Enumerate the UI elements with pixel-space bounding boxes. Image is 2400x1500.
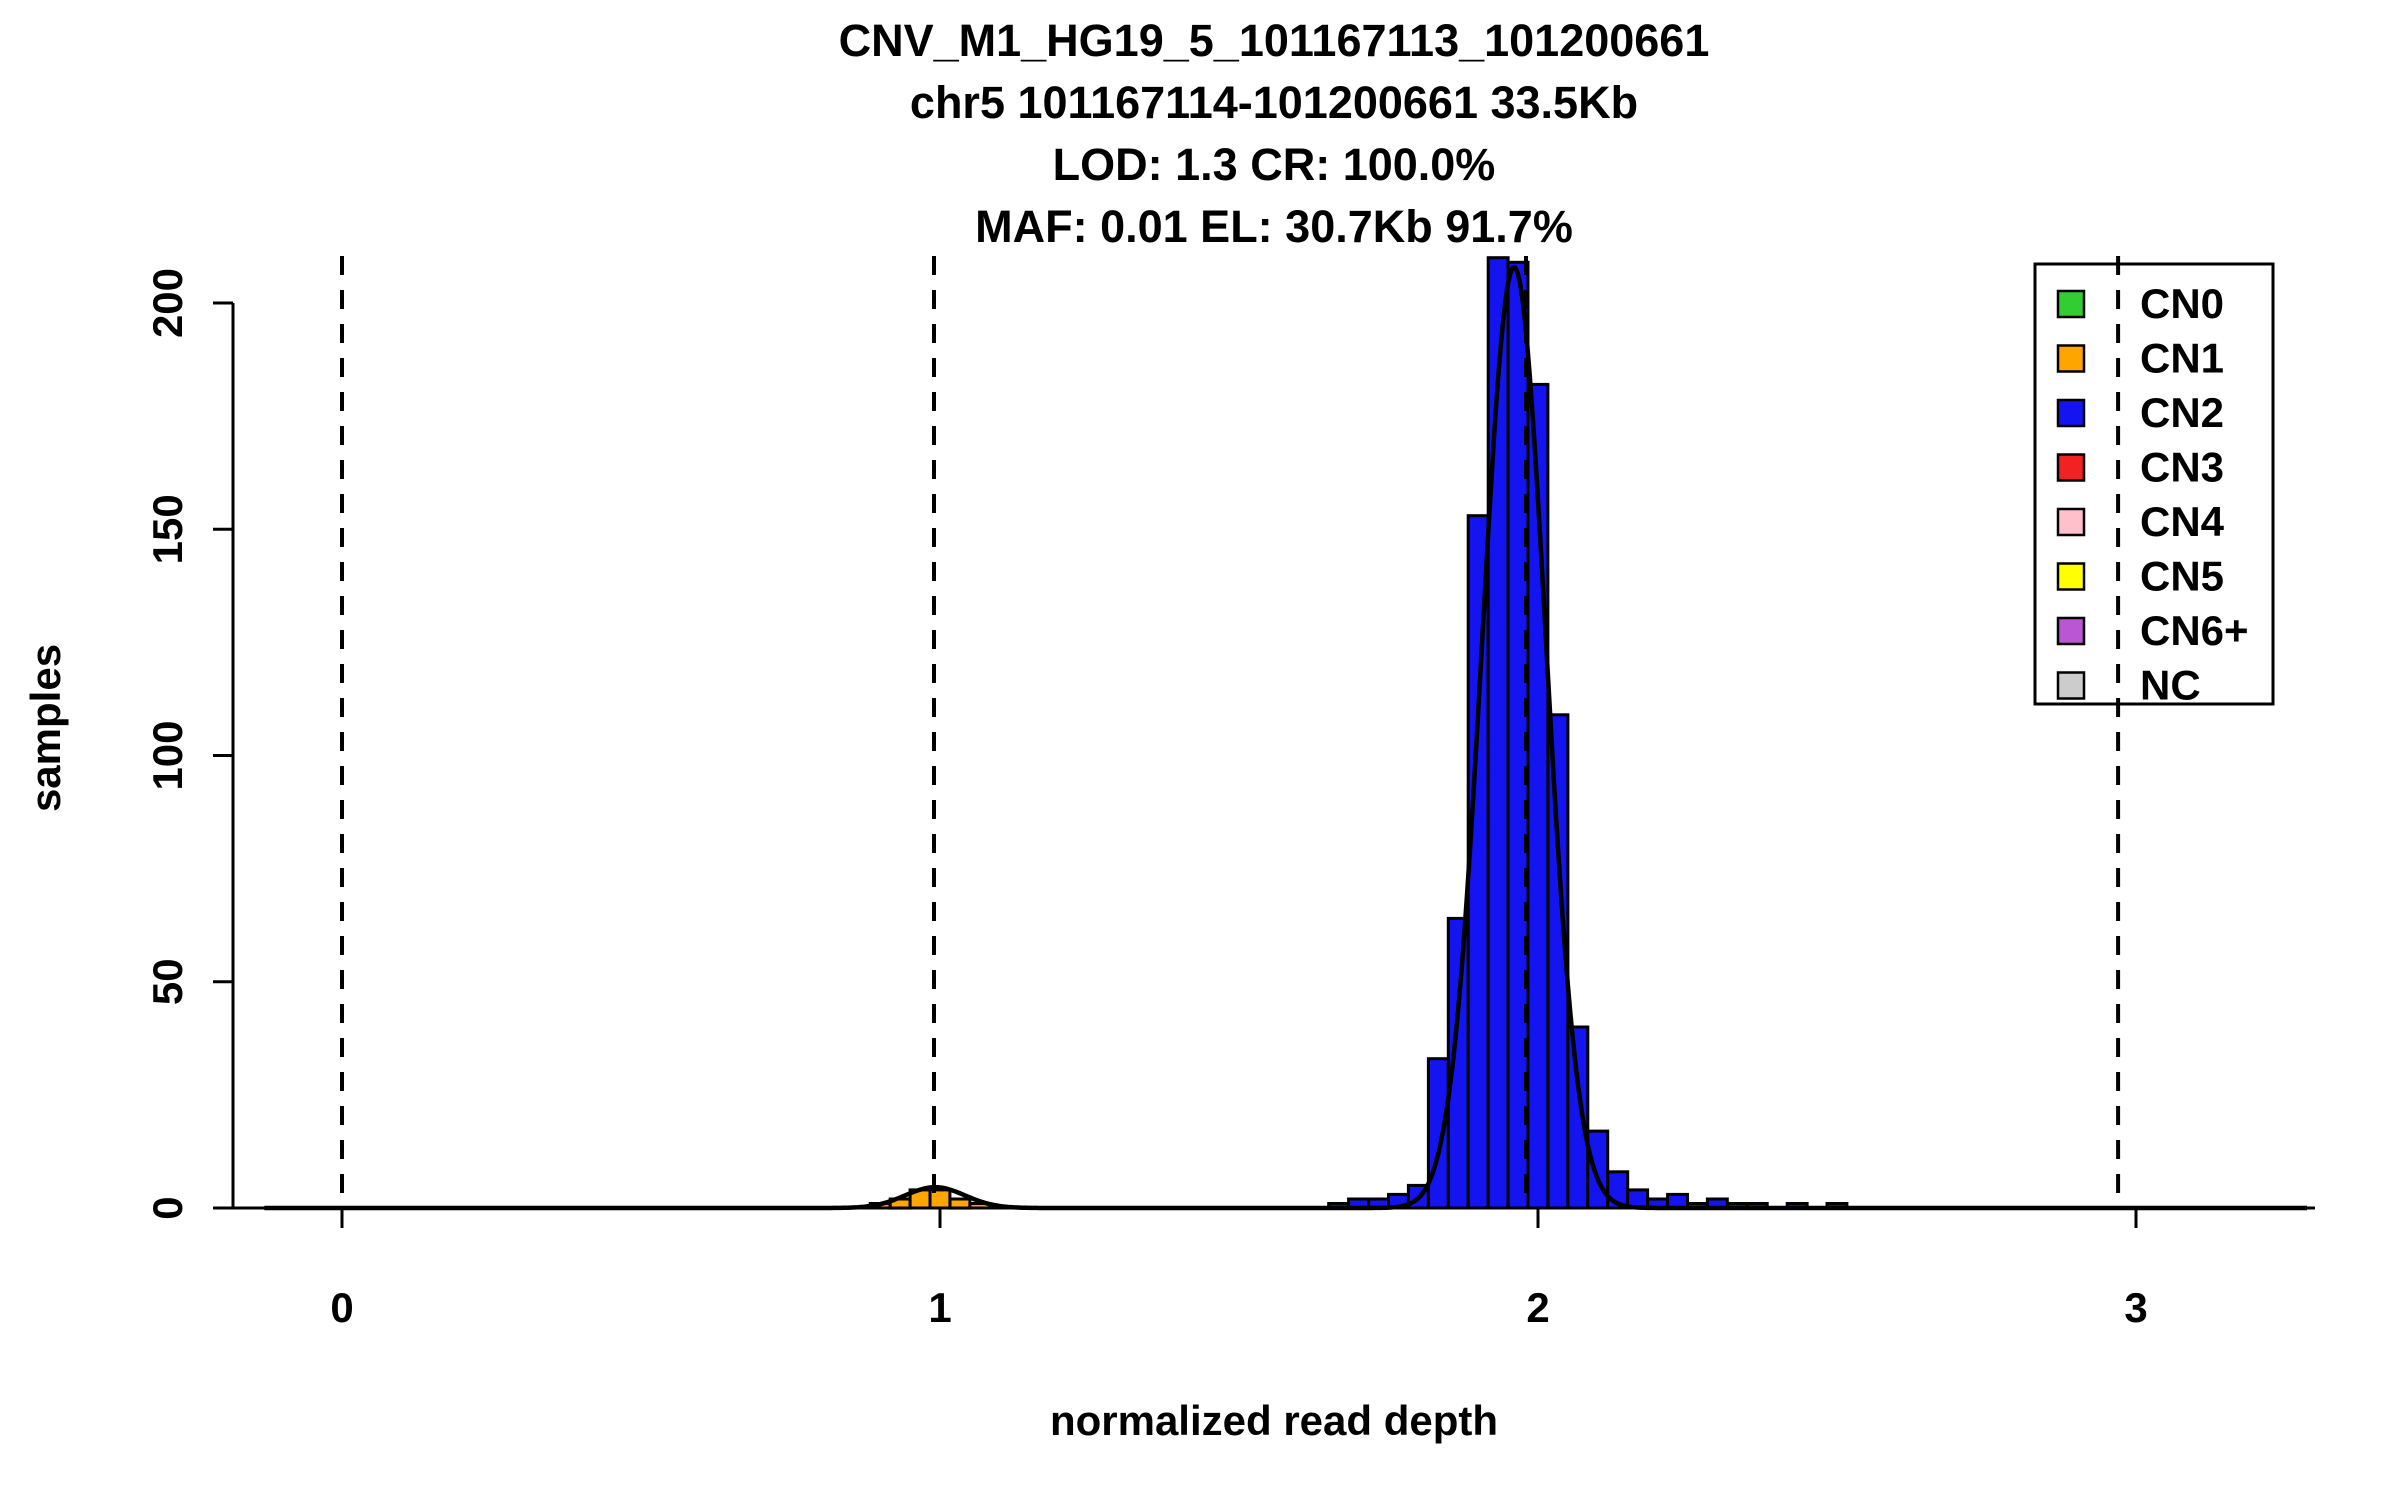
legend-swatch-CN6+ (2056, 616, 2086, 646)
legend-label-NC: NC (2140, 662, 2201, 709)
x-axis-title: normalized read depth (1049, 1397, 1499, 1444)
x-tick-label: 1 (928, 1284, 951, 1331)
y-axis-title: samples (22, 643, 69, 813)
title-line-1: CNV_M1_HG19_5_101167113_101200661 (838, 15, 1710, 66)
legend-swatch-CN0 (2056, 289, 2086, 319)
y-tick-label: 150 (144, 494, 191, 564)
y-tick-label: 100 (144, 720, 191, 790)
y-tick-label: 0 (144, 1196, 191, 1219)
legend-label-CN1: CN1 (2140, 335, 2224, 382)
title-line-3: LOD: 1.3 CR: 100.0% (1052, 139, 1496, 190)
hist-bar-CN2 (1426, 1057, 1450, 1210)
legend-swatch-NC (2056, 671, 2086, 700)
legend-swatch-CN4 (2056, 507, 2086, 537)
legend-swatch-CN2 (2056, 398, 2086, 428)
density-curve (264, 265, 2307, 1211)
title-line-2: chr5 101167114-101200661 33.5Kb (909, 77, 1639, 128)
y-tick-label: 200 (144, 268, 191, 338)
legend-label-CN4: CN4 (2140, 498, 2225, 545)
legend-label-CN6+: CN6+ (2140, 607, 2249, 654)
x-tick-label: 0 (330, 1284, 353, 1331)
legend-swatch-CN1 (2056, 344, 2086, 373)
legend-label-CN5: CN5 (2140, 553, 2224, 600)
x-tick-label: 2 (1526, 1284, 1549, 1331)
plot-title-block: CNV_M1_HG19_5_101167113_101200661 chr5 1… (148, 10, 2400, 258)
legend-swatch-CN3 (2056, 453, 2086, 482)
legend-label-CN3: CN3 (2140, 444, 2224, 491)
x-tick-label: 3 (2124, 1284, 2147, 1331)
legend-label-CN0: CN0 (2140, 280, 2224, 327)
hist-bar-CN2 (1586, 1129, 1610, 1210)
legend-label-CN2: CN2 (2140, 389, 2224, 436)
y-tick-label: 50 (144, 958, 191, 1005)
legend-swatch-CN5 (2056, 562, 2086, 591)
title-line-4: MAF: 0.01 EL: 30.7Kb 91.7% (975, 201, 1573, 252)
